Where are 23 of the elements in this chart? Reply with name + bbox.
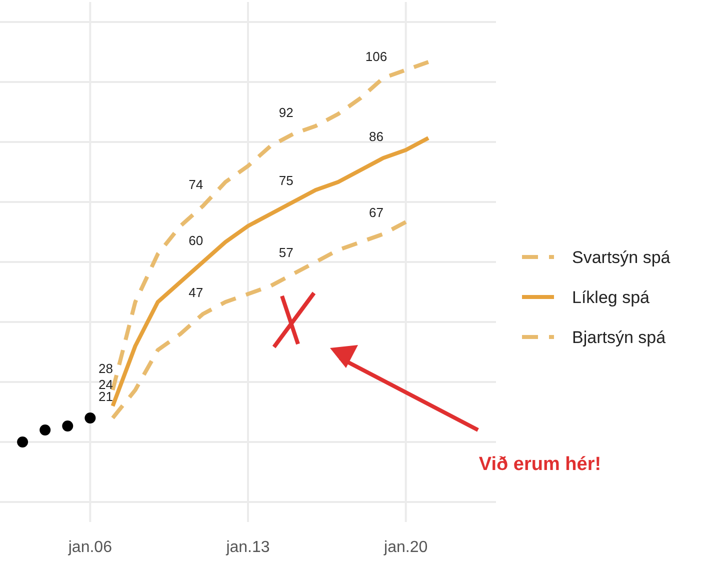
data-label: 92: [278, 105, 294, 120]
data-label: 106: [365, 49, 388, 64]
point: [40, 424, 51, 436]
data-label: 57: [278, 245, 294, 260]
data-label: 75: [278, 173, 294, 188]
point: [84, 412, 96, 424]
x-tick-label: jan.20: [383, 539, 428, 556]
x-tick-label: jan.13: [225, 539, 270, 556]
legend-label: Svartsýn spá: [572, 248, 671, 267]
data-label: 86: [369, 129, 384, 144]
point: [17, 436, 28, 448]
data-label: 47: [188, 285, 204, 300]
data-label: 28: [98, 361, 113, 376]
data-label: 21: [98, 389, 113, 404]
point: [62, 420, 74, 432]
x-tick-label: jan.06: [67, 539, 112, 556]
data-label: 67: [369, 205, 384, 220]
legend-label: Bjartsýn spá: [572, 328, 666, 347]
data-label: 60: [188, 233, 204, 248]
annotation: Við erum hér!: [478, 454, 602, 475]
data-label: 74: [188, 177, 204, 192]
legend-label: Líkleg spá: [572, 288, 650, 307]
data-label: 24: [98, 377, 113, 392]
